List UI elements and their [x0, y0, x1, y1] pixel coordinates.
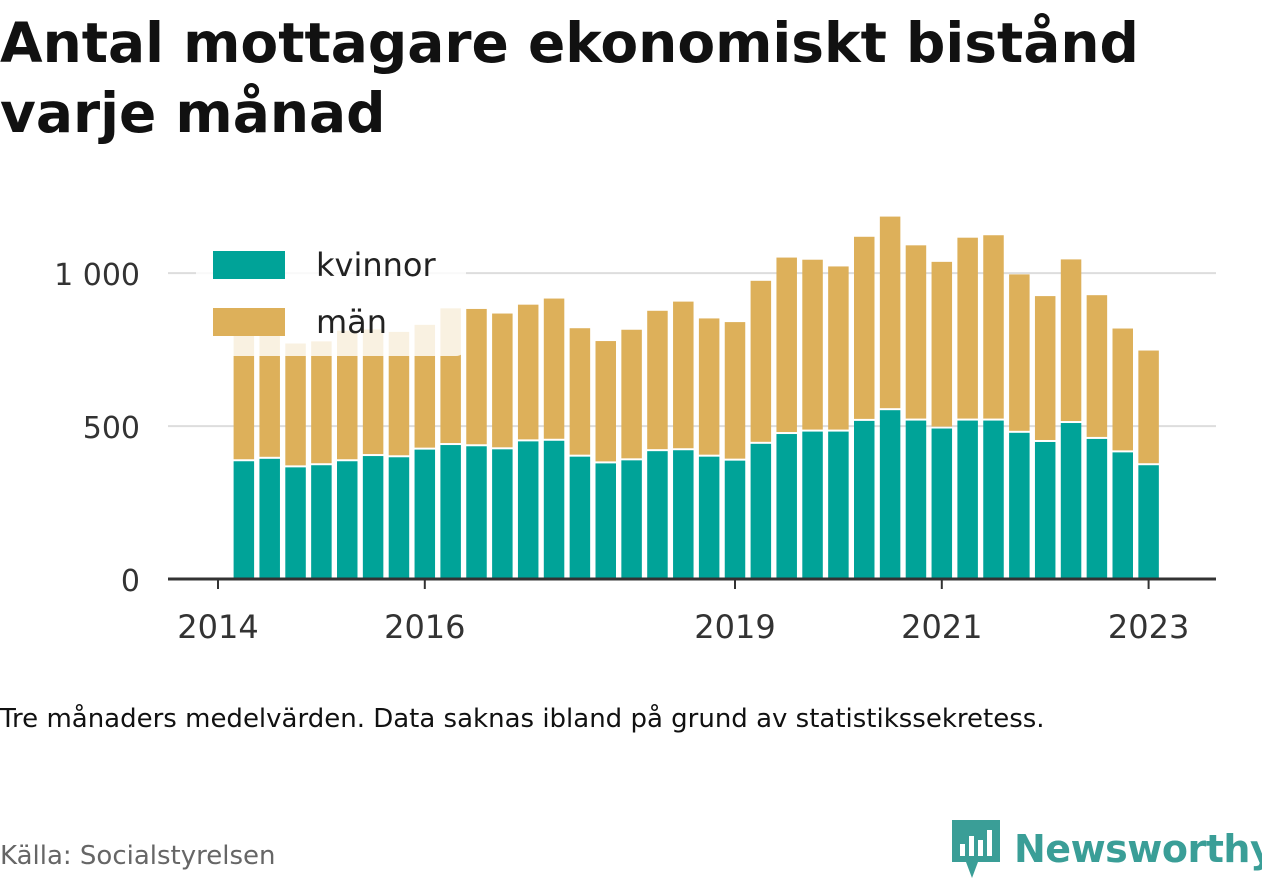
- x-tick-label: 2021: [901, 608, 982, 646]
- bar-man: [311, 341, 332, 464]
- bar-man: [362, 329, 384, 455]
- bar-man: [931, 261, 953, 427]
- x-tick-label: 2023: [1108, 608, 1189, 646]
- legend-swatch: [213, 251, 285, 279]
- bar-kvinnor: [698, 456, 720, 579]
- bar-kvinnor: [931, 428, 953, 579]
- source-label: Källa: Socialstyrelsen: [0, 841, 276, 871]
- bar-man: [879, 216, 901, 409]
- brand-logo: Newsworthy: [952, 818, 1262, 880]
- x-tick-label: 2016: [384, 608, 465, 646]
- bar-kvinnor: [776, 434, 797, 579]
- bar-kvinnor: [440, 445, 461, 579]
- bar-kvinnor: [1034, 441, 1056, 579]
- bar-kvinnor: [517, 441, 539, 579]
- y-axis-ticks: 0 500 1 000: [54, 258, 140, 599]
- bar-kvinnor: [621, 460, 642, 579]
- bar-man: [698, 318, 720, 455]
- bar-man: [776, 257, 797, 433]
- bar-kvinnor: [1009, 432, 1030, 579]
- bar-man: [1060, 259, 1082, 422]
- bar-man: [647, 310, 668, 450]
- bar-kvinnor: [983, 420, 1004, 579]
- bar-man: [1086, 295, 1108, 437]
- bar-man: [595, 341, 616, 462]
- bar-man: [259, 329, 280, 457]
- bar-man: [1034, 296, 1056, 440]
- bar-man: [1112, 328, 1133, 451]
- bar-kvinnor: [828, 431, 849, 579]
- bar-kvinnor: [543, 440, 565, 579]
- bar-kvinnor: [285, 467, 306, 579]
- bar-man: [828, 266, 849, 430]
- bar-kvinnor: [724, 460, 746, 579]
- brand-name: Newsworthy: [1014, 827, 1262, 871]
- legend-label: kvinnor: [316, 246, 437, 284]
- bar-kvinnor: [1086, 438, 1108, 579]
- legend-label: män: [316, 303, 387, 341]
- bar-man: [802, 259, 823, 430]
- legend: kvinnor män: [196, 232, 466, 356]
- x-axis: 2014 2016 2019 2021 2023: [168, 577, 1216, 646]
- bar-kvinnor: [802, 431, 823, 579]
- bar-man: [543, 298, 565, 439]
- bar-kvinnor: [905, 420, 927, 579]
- bar-kvinnor: [362, 456, 384, 579]
- bar-kvinnor: [1060, 423, 1082, 579]
- bar-man: [569, 328, 591, 455]
- bar-man: [750, 280, 772, 442]
- bar-kvinnor: [1138, 465, 1159, 579]
- newsworthy-logo-icon: [952, 820, 1000, 878]
- bar-kvinnor: [673, 450, 694, 579]
- bar-man: [1009, 274, 1030, 431]
- bar-kvinnor: [854, 420, 875, 579]
- bar-man: [983, 235, 1004, 419]
- bar-man: [621, 329, 642, 459]
- bar-kvinnor: [492, 449, 513, 579]
- bars: [233, 216, 1159, 579]
- bar-kvinnor: [311, 465, 332, 579]
- bar-man: [492, 313, 513, 448]
- bar-kvinnor: [233, 461, 255, 579]
- chart-title: Antal mottagare ekonomiskt bistånd varje…: [0, 11, 1139, 145]
- bar-kvinnor: [957, 420, 978, 579]
- bar-kvinnor: [337, 461, 358, 579]
- bar-kvinnor: [388, 457, 410, 579]
- bar-man: [233, 330, 255, 460]
- bar-man: [854, 236, 875, 419]
- x-tick-label: 2019: [694, 608, 775, 646]
- y-tick-label: 0: [121, 564, 140, 599]
- bar-man: [957, 237, 978, 419]
- bar-man: [905, 245, 927, 419]
- bar-man: [337, 330, 358, 460]
- bar-man: [388, 331, 410, 456]
- bar-kvinnor: [595, 463, 616, 579]
- bar-man: [466, 308, 487, 445]
- y-tick-label: 1 000: [54, 258, 140, 293]
- y-tick-label: 500: [83, 411, 140, 446]
- bar-man: [724, 322, 746, 459]
- bar-kvinnor: [466, 446, 487, 579]
- bar-kvinnor: [1112, 452, 1133, 579]
- bar-kvinnor: [879, 410, 901, 579]
- bar-kvinnor: [647, 451, 668, 579]
- bar-kvinnor: [414, 449, 436, 579]
- bar-man: [1138, 350, 1159, 464]
- bar-kvinnor: [750, 443, 772, 579]
- bar-man: [517, 304, 539, 440]
- bar-man: [285, 343, 306, 466]
- bar-kvinnor: [569, 456, 591, 579]
- legend-swatch: [213, 308, 285, 336]
- bar-man: [673, 301, 694, 449]
- x-tick-label: 2014: [177, 608, 258, 646]
- bar-kvinnor: [259, 458, 280, 579]
- chart-note: Tre månaders medelvärden. Data saknas ib…: [0, 704, 1045, 734]
